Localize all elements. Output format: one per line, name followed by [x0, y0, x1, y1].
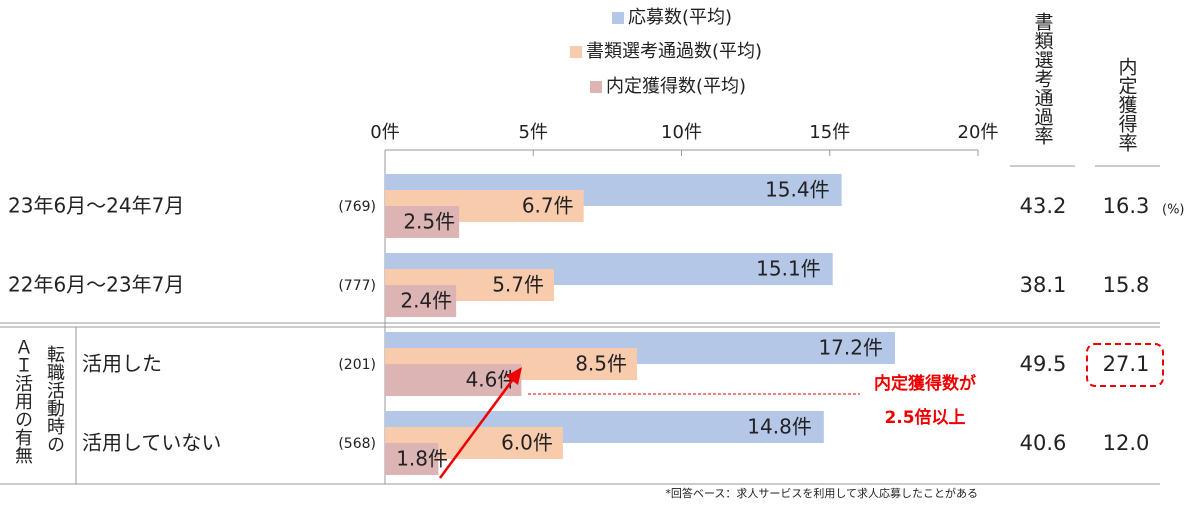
value-label: 1.8件 — [396, 447, 448, 471]
bar — [385, 206, 460, 238]
category-label: 活用した — [82, 352, 162, 376]
legend-label: 内定獲得数(平均) — [606, 76, 746, 97]
legend-swatch — [612, 12, 624, 24]
x-tick-label: 10件 — [661, 122, 702, 143]
x-tick-label: 15件 — [809, 122, 850, 143]
table-cell: 49.5 — [1020, 352, 1067, 376]
bar — [385, 443, 439, 475]
annotation: 2.5倍以上 — [884, 407, 965, 428]
sample-size: (777) — [338, 278, 376, 294]
category-label: 23年6月～24年7月 — [8, 194, 184, 218]
table-cell: 27.1 — [1103, 352, 1150, 376]
value-label: 15.1件 — [756, 257, 821, 281]
legend-swatch — [590, 81, 602, 93]
footnote: *回答ベース：求人サービスを利用して求人応募したことがある — [665, 486, 978, 500]
table-cell: 12.0 — [1103, 431, 1150, 455]
highlight-box — [1086, 343, 1164, 387]
x-tick-label: 0件 — [370, 122, 399, 143]
value-label: 15.4件 — [765, 178, 830, 202]
column-header: 書類選考通過率 — [1032, 12, 1054, 145]
value-label: 4.6件 — [466, 368, 518, 392]
table-cell: 40.6 — [1020, 431, 1067, 455]
legend-label: 応募数(平均) — [628, 7, 732, 28]
table-cell: 15.8 — [1103, 273, 1150, 297]
category-label: 22年6月～23年7月 — [8, 273, 184, 297]
x-tick-label: 20件 — [958, 122, 999, 143]
x-tick-label: 5件 — [519, 122, 548, 143]
legend-label: 書類選考通過数(平均) — [586, 41, 762, 62]
value-label: 2.5件 — [403, 210, 455, 234]
column-header: 内定獲得率 — [1116, 57, 1138, 152]
value-label: 5.7件 — [492, 273, 544, 297]
value-label: 6.7件 — [522, 194, 574, 218]
group-label: ＡＩ活用の有無 — [12, 338, 33, 464]
bar — [385, 364, 522, 396]
table-cell: 43.2 — [1020, 194, 1067, 218]
bar — [385, 285, 457, 317]
legend-swatch — [570, 46, 582, 58]
value-label: 6.0件 — [501, 431, 553, 455]
sample-size: (769) — [338, 199, 376, 215]
arrow — [438, 377, 516, 479]
arrow-head — [506, 367, 522, 385]
annotation: 内定獲得数が — [874, 373, 976, 394]
unit: (%) — [1162, 203, 1185, 218]
table-cell: 16.3 — [1103, 194, 1150, 218]
sample-size: (201) — [338, 357, 376, 373]
sample-size: (568) — [338, 436, 376, 452]
value-label: 14.8件 — [747, 415, 812, 439]
group-label: 転職活動時の — [44, 345, 65, 453]
value-label: 2.4件 — [400, 289, 452, 313]
category-label: 活用していない — [82, 431, 221, 455]
value-label: 17.2件 — [818, 336, 883, 360]
value-label: 8.5件 — [575, 352, 627, 376]
table-cell: 38.1 — [1020, 273, 1067, 297]
